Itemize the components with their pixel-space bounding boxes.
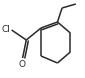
Text: O: O — [18, 60, 25, 69]
Text: Cl: Cl — [1, 25, 10, 34]
